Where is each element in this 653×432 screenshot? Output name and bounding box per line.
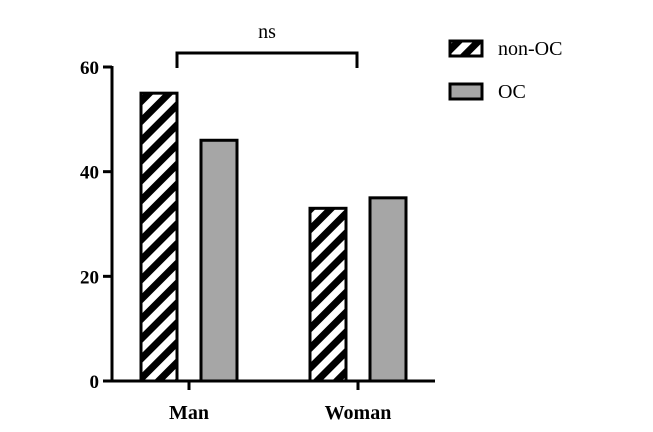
legend-label-non-oc: non-OC [498, 38, 562, 60]
x-tick-label-man: Man [169, 402, 209, 424]
bar-oc-man [199, 138, 239, 383]
legend-swatch-non-oc [448, 39, 484, 58]
legend-label-oc: OC [498, 81, 526, 103]
legend: non-OC OC [448, 38, 562, 103]
y-tick-label-40: 40 [80, 163, 99, 184]
legend-swatch-oc [448, 82, 484, 101]
axes-layer [110, 66, 435, 383]
bar-non-oc-man [139, 91, 179, 383]
significance-label: ns [258, 21, 276, 43]
y-tick-label-60: 60 [80, 58, 99, 79]
significance-annotation: ns [175, 21, 359, 68]
x-labels-layer: Man Woman [169, 381, 391, 424]
bar-non-oc-woman [308, 206, 348, 383]
bar-oc-woman [368, 196, 408, 383]
y-ticks-layer: 0 20 40 60 [80, 58, 112, 393]
y-tick-label-20: 20 [80, 267, 99, 288]
bars-layer [139, 91, 408, 383]
y-tick-label-0: 0 [90, 372, 100, 393]
x-tick-label-woman: Woman [325, 402, 392, 424]
significance-bracket [175, 51, 359, 68]
